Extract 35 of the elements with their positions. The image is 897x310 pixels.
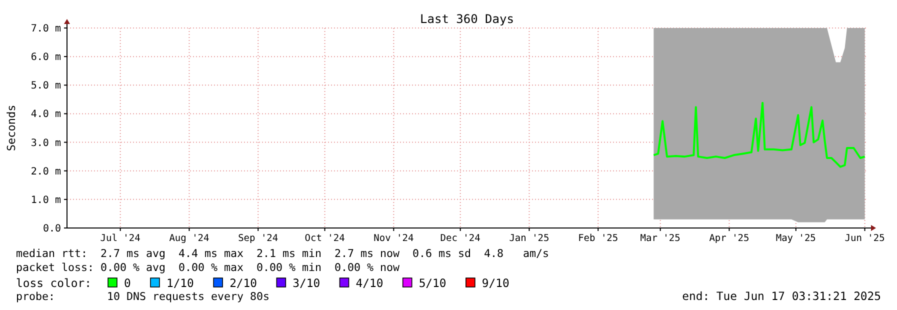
- x-tick-label: May '25: [776, 233, 816, 244]
- legend-label: 5/10: [418, 276, 446, 290]
- x-tick-label: Apr '25: [709, 233, 750, 244]
- x-tick-label: Dec '24: [440, 233, 481, 244]
- x-tick-label: Sep '24: [238, 233, 278, 244]
- x-tick-label: Feb '25: [578, 233, 618, 244]
- x-tick-label: Oct '24: [304, 233, 346, 244]
- text: median rtt: 2.7 ms avg 4.4 ms max 2.1 ms min 2.7 ms now 0.6 ms sd 4.8 am/s: [16, 247, 550, 260]
- y-tick-label: 4.0 m: [30, 109, 61, 120]
- y-tick-label: 0.0: [42, 224, 61, 234]
- legend-label: 4/10: [356, 276, 384, 290]
- legend-label: 3/10: [292, 276, 320, 290]
- legend-label: 0: [124, 276, 131, 290]
- text: probe: 10 DNS requests every 80s: [16, 290, 270, 303]
- legend-title: loss color:: [16, 276, 92, 290]
- x-tick-label: Aug '24: [169, 233, 210, 244]
- line-series: [652, 102, 866, 168]
- x-tick-label: Jul '24: [100, 233, 141, 244]
- x-tick-label: Nov '24: [374, 233, 414, 244]
- y-tick-label: 5.0 m: [30, 80, 61, 92]
- y-tick-label: 7.0 m: [30, 24, 61, 34]
- y-tick-label: 1.0 m: [30, 194, 61, 206]
- x-tick-label: Jun '25: [844, 233, 885, 244]
- x-tick-label: Mar '25: [640, 233, 680, 244]
- y-axis-title: Seconds: [5, 104, 18, 152]
- y-tick-label: 6.0 m: [30, 52, 61, 64]
- y-tick-label: 2.0 m: [30, 166, 61, 178]
- text: packet loss: 0.00 % avg 0.00 % max 0.00 % min 0.00 % now: [16, 261, 400, 274]
- chart-title: Last 360 Days: [420, 12, 514, 26]
- legend-label: 2/10: [230, 276, 258, 290]
- text: end: Tue Jun 17 03:31:21 2025: [682, 289, 881, 303]
- x-tick-label: Jan '25: [509, 233, 550, 244]
- y-tick-label: 3.0 m: [30, 138, 61, 149]
- legend-label: 9/10: [482, 276, 510, 290]
- legend-label: 1/10: [166, 276, 194, 290]
